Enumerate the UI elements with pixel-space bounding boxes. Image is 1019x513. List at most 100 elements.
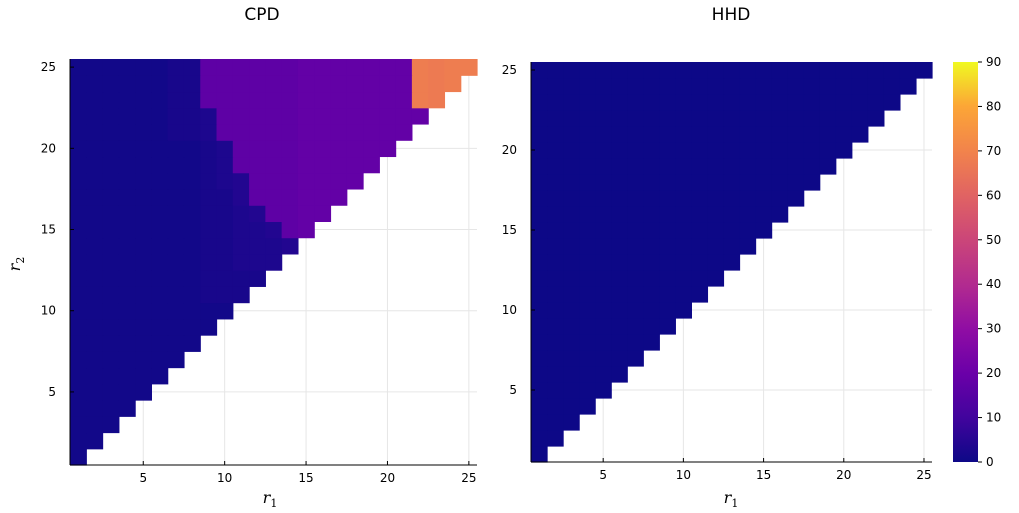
heatmap-cell xyxy=(659,62,676,79)
heatmap-cell xyxy=(183,188,201,206)
heatmap-cell xyxy=(611,62,628,79)
heatmap-cell xyxy=(579,78,596,95)
heatmap-cell xyxy=(70,221,87,239)
heatmap-cell xyxy=(379,140,397,158)
heatmap-cell xyxy=(707,238,725,255)
heatmap-cell xyxy=(167,237,185,255)
heatmap-cell xyxy=(579,254,596,271)
heatmap-cell xyxy=(183,75,201,93)
heatmap-cell xyxy=(232,107,250,125)
heatmap-cell xyxy=(183,59,201,76)
heatmap-cell xyxy=(643,286,660,303)
heatmap-cell xyxy=(739,222,757,239)
heatmap-cell xyxy=(70,383,87,401)
heatmap-cell xyxy=(216,123,234,141)
heatmap-cell xyxy=(200,75,218,93)
heatmap-cell xyxy=(611,142,628,159)
heatmap-cell xyxy=(118,302,136,320)
heatmap-cell xyxy=(563,286,580,303)
x-tick-label: 15 xyxy=(298,471,313,485)
heatmap-cell xyxy=(200,253,218,271)
heatmap-cell xyxy=(167,270,185,287)
heatmap-cell xyxy=(411,75,429,93)
heatmap-cell xyxy=(346,140,364,158)
heatmap-cell xyxy=(346,172,364,190)
heatmap-cell xyxy=(314,107,332,125)
heatmap-cell xyxy=(531,110,548,127)
heatmap-cell xyxy=(691,222,709,239)
heatmap-cell xyxy=(611,366,628,383)
heatmap-cell xyxy=(265,75,283,93)
heatmap-cell xyxy=(314,91,332,109)
heatmap-cell xyxy=(739,238,757,255)
heatmap-cell xyxy=(395,59,413,76)
heatmap-cell xyxy=(643,334,660,351)
heatmap-cell xyxy=(70,123,87,141)
heatmap-cell xyxy=(200,286,218,304)
heatmap-cell xyxy=(167,107,185,125)
heatmap-cell xyxy=(611,110,628,127)
heatmap-cell xyxy=(265,221,283,239)
heatmap-cell xyxy=(70,448,87,466)
heatmap-cell xyxy=(883,78,901,95)
heatmap-cell xyxy=(723,142,741,159)
heatmap-cell xyxy=(363,123,380,141)
heatmap-cell xyxy=(627,286,644,303)
heatmap-cell xyxy=(135,156,152,174)
heatmap-cell xyxy=(249,75,266,93)
heatmap-cell xyxy=(135,253,152,271)
heatmap-cell xyxy=(151,107,169,125)
heatmap-cell xyxy=(675,238,692,255)
heatmap-cell xyxy=(102,416,120,434)
heatmap-cell xyxy=(643,142,660,159)
heatmap-cell xyxy=(135,205,152,222)
heatmap-cell xyxy=(563,382,580,399)
heatmap-cell xyxy=(707,110,725,127)
heatmap-cell xyxy=(118,205,136,222)
heatmap-cell xyxy=(346,75,364,93)
heatmap-cell xyxy=(739,206,757,223)
heatmap-cell xyxy=(787,142,805,159)
heatmap-cell xyxy=(86,400,104,417)
heatmap-cell xyxy=(659,254,676,271)
heatmap-cell xyxy=(531,430,548,447)
heatmap-cell xyxy=(691,94,709,111)
heatmap-cell xyxy=(118,335,136,352)
heatmap-cell xyxy=(249,156,266,174)
heatmap-cell xyxy=(547,398,564,415)
heatmap-cell xyxy=(659,142,676,159)
heatmap-cell xyxy=(297,123,315,141)
heatmap-cell xyxy=(102,253,120,271)
heatmap-cell xyxy=(183,237,201,255)
heatmap-cell xyxy=(707,270,725,287)
heatmap-cell xyxy=(151,286,169,304)
heatmap-cell xyxy=(659,318,676,335)
colorbar-tick-label: 20 xyxy=(986,366,1001,380)
heatmap-cell xyxy=(281,59,299,76)
heatmap-cell xyxy=(70,140,87,158)
colorbar-ticks: 0 10 20 30 40 50 60 70 80 90 xyxy=(978,55,1001,469)
heatmap-cell xyxy=(691,78,709,95)
heatmap-cell xyxy=(547,62,564,79)
heatmap-cell xyxy=(265,172,283,190)
heatmap-cell xyxy=(643,94,660,111)
heatmap-cell xyxy=(200,302,218,320)
heatmap-cell xyxy=(611,350,628,367)
heatmap-cell xyxy=(330,188,348,206)
heatmap-cell xyxy=(611,270,628,287)
heatmap-cell xyxy=(102,318,120,336)
heatmap-cell xyxy=(118,383,136,401)
heatmap-cell xyxy=(707,206,725,223)
colorbar-tick-label: 60 xyxy=(986,188,1001,202)
heatmap-cell xyxy=(547,126,564,143)
heatmap-cell xyxy=(281,172,299,190)
heatmap-cell xyxy=(200,221,218,239)
heatmap-cell xyxy=(787,158,805,175)
heatmap-cell xyxy=(265,205,283,222)
colorbar-tick-label: 10 xyxy=(986,411,1001,425)
heatmap-cell xyxy=(739,94,757,111)
heatmap-cell xyxy=(531,318,548,335)
heatmap-cell xyxy=(297,205,315,222)
heatmap-cell xyxy=(659,78,676,95)
heatmap-cell xyxy=(428,59,446,76)
